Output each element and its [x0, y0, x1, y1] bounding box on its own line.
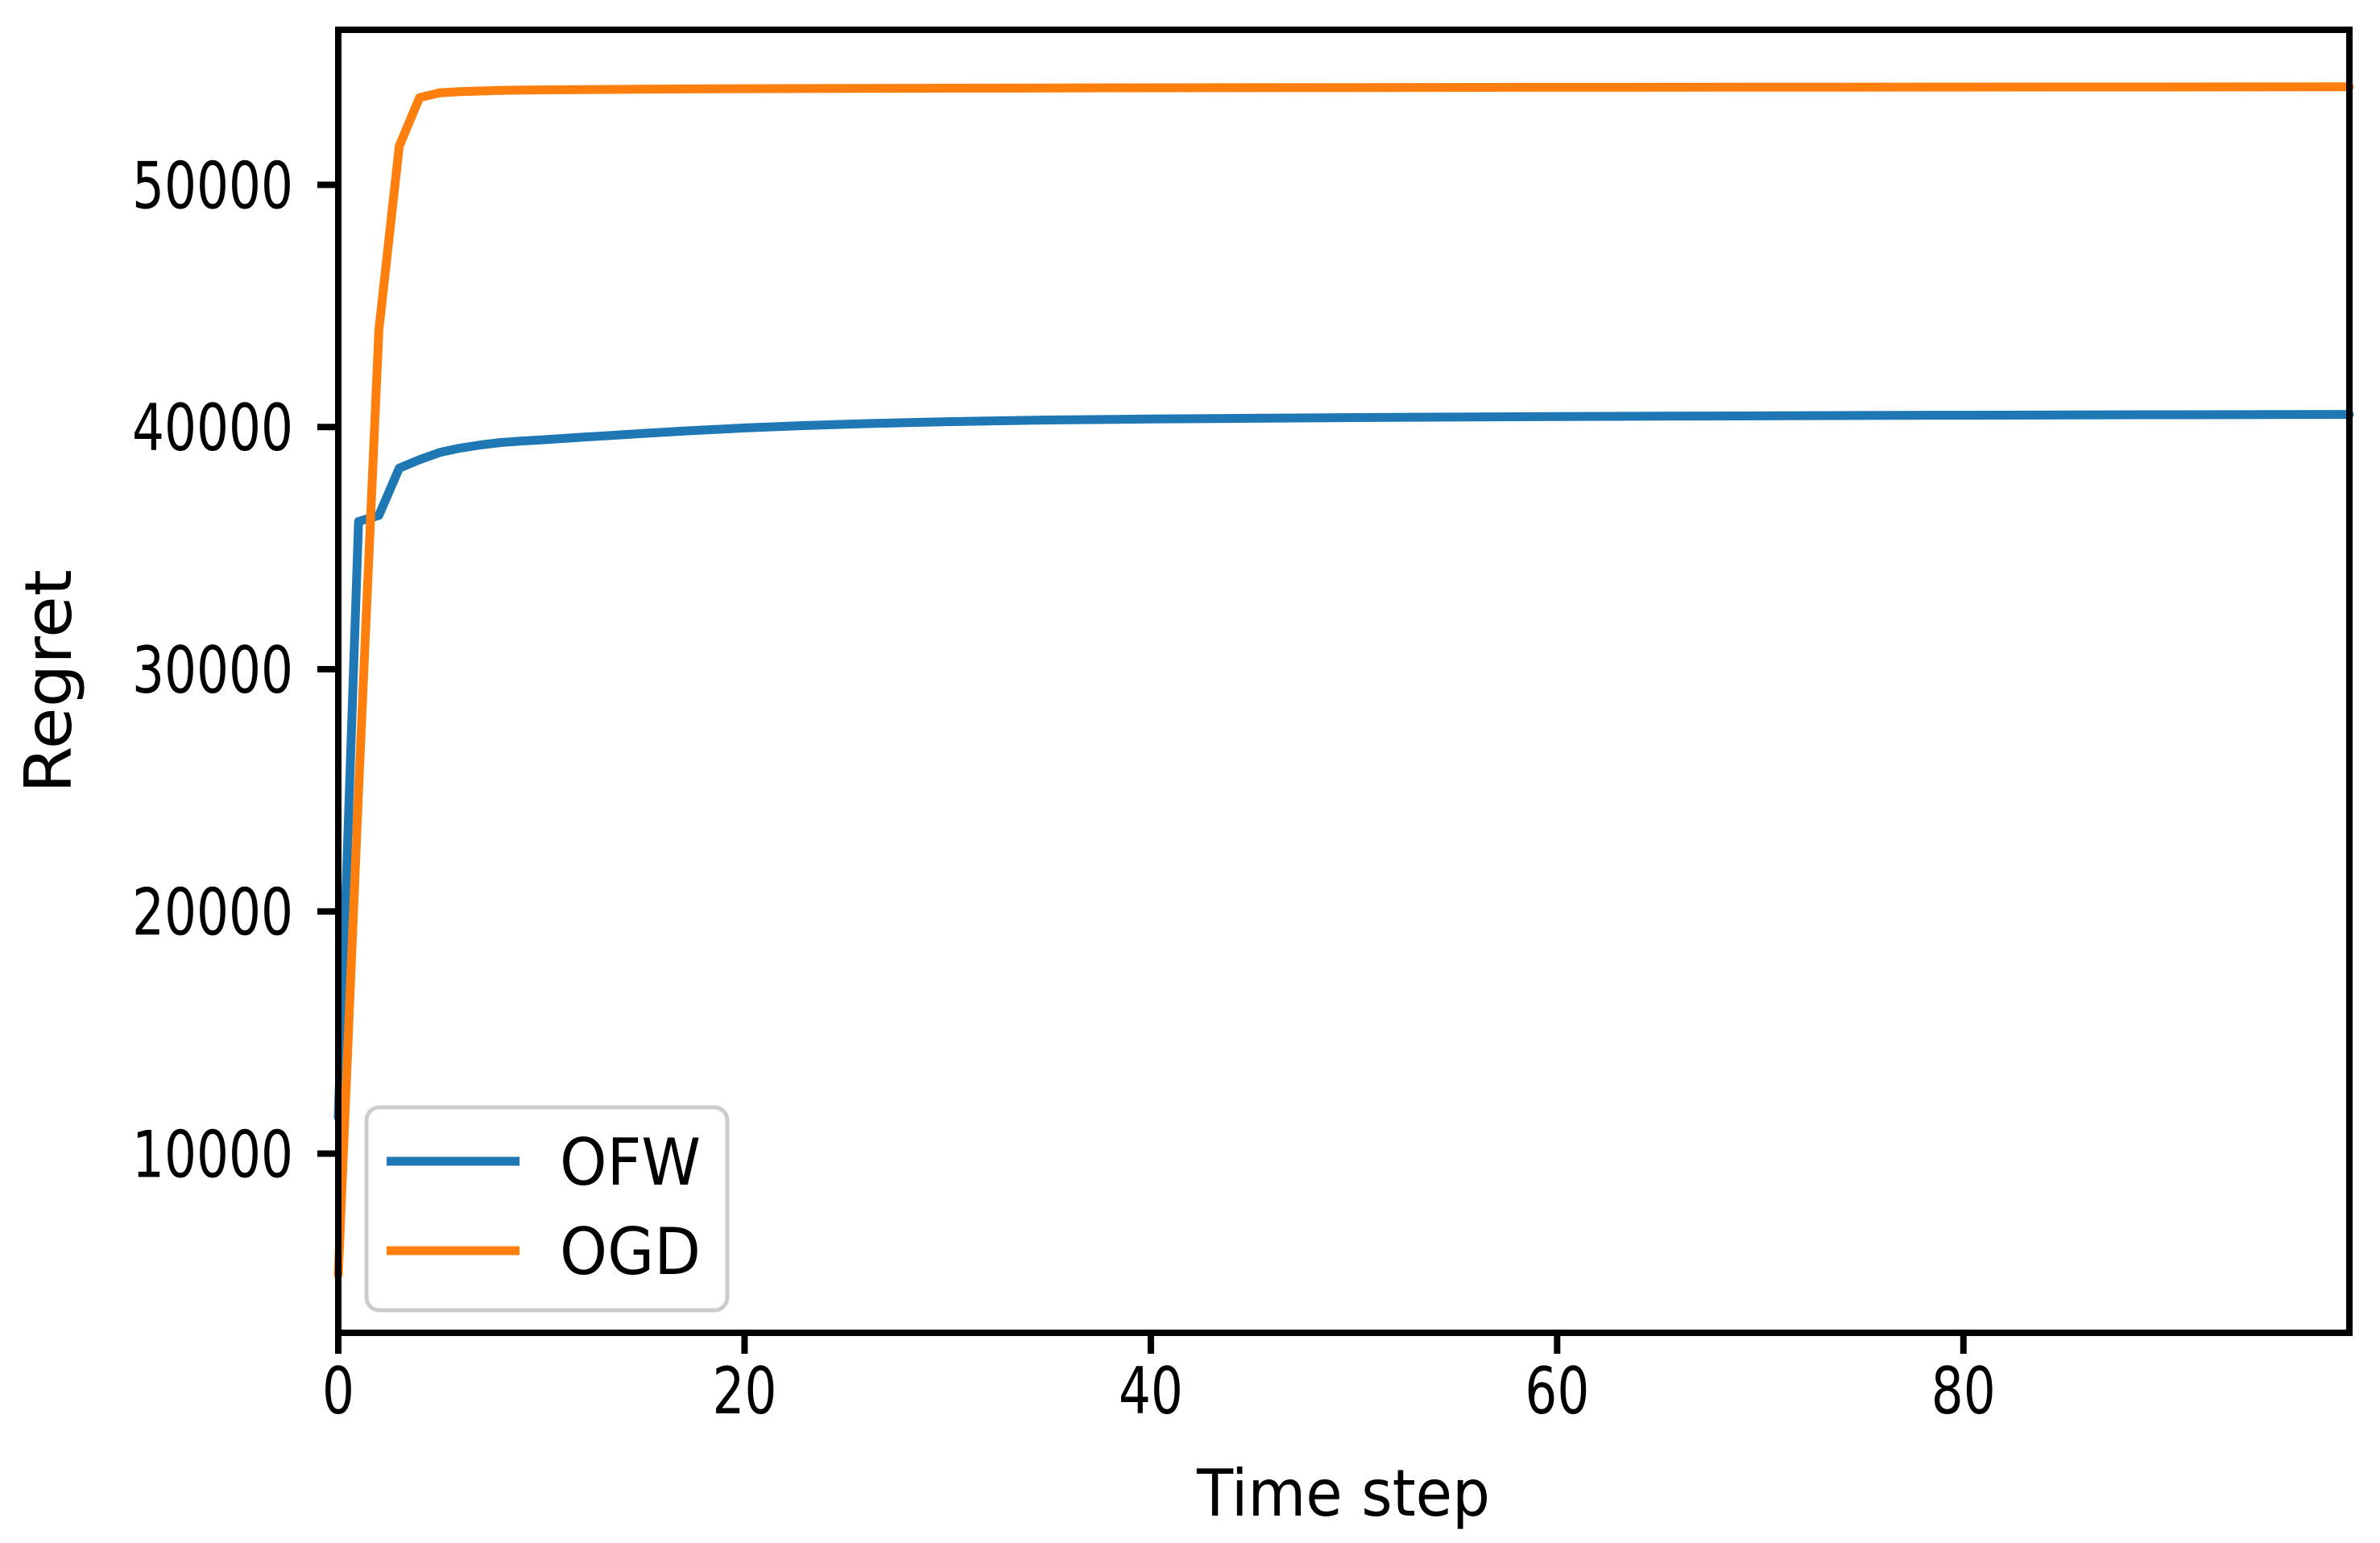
- y-tick-label: 10000: [132, 1117, 293, 1192]
- plot-border: [335, 27, 2353, 1336]
- legend-label-ogd: OGD: [560, 1214, 701, 1289]
- y-tick-label: 20000: [132, 875, 293, 950]
- y-axis-title: Regret: [11, 569, 86, 793]
- x-axis-title: Time step: [1196, 1456, 1490, 1531]
- y-tick-label: 30000: [132, 633, 293, 708]
- x-tick-label: 40: [1119, 1354, 1183, 1429]
- legend-label-ofw: OFW: [560, 1125, 701, 1200]
- series-line-ofw: [333, 410, 2354, 1122]
- series-line-ogd: [333, 82, 2354, 1280]
- series-layer: [333, 82, 2354, 1280]
- y-tick-label: 50000: [132, 148, 293, 223]
- legend: OFW OGD: [364, 1105, 730, 1313]
- x-tick-label: 20: [712, 1354, 776, 1429]
- ticks-layer: 10000 20000 30000 40000 50000 0 20 40 60 80: [132, 148, 1996, 1429]
- x-tick-label: 80: [1931, 1354, 1996, 1429]
- x-tick-label: 0: [322, 1354, 354, 1429]
- x-tick-label: 60: [1525, 1354, 1589, 1429]
- y-tick-label: 40000: [132, 391, 293, 465]
